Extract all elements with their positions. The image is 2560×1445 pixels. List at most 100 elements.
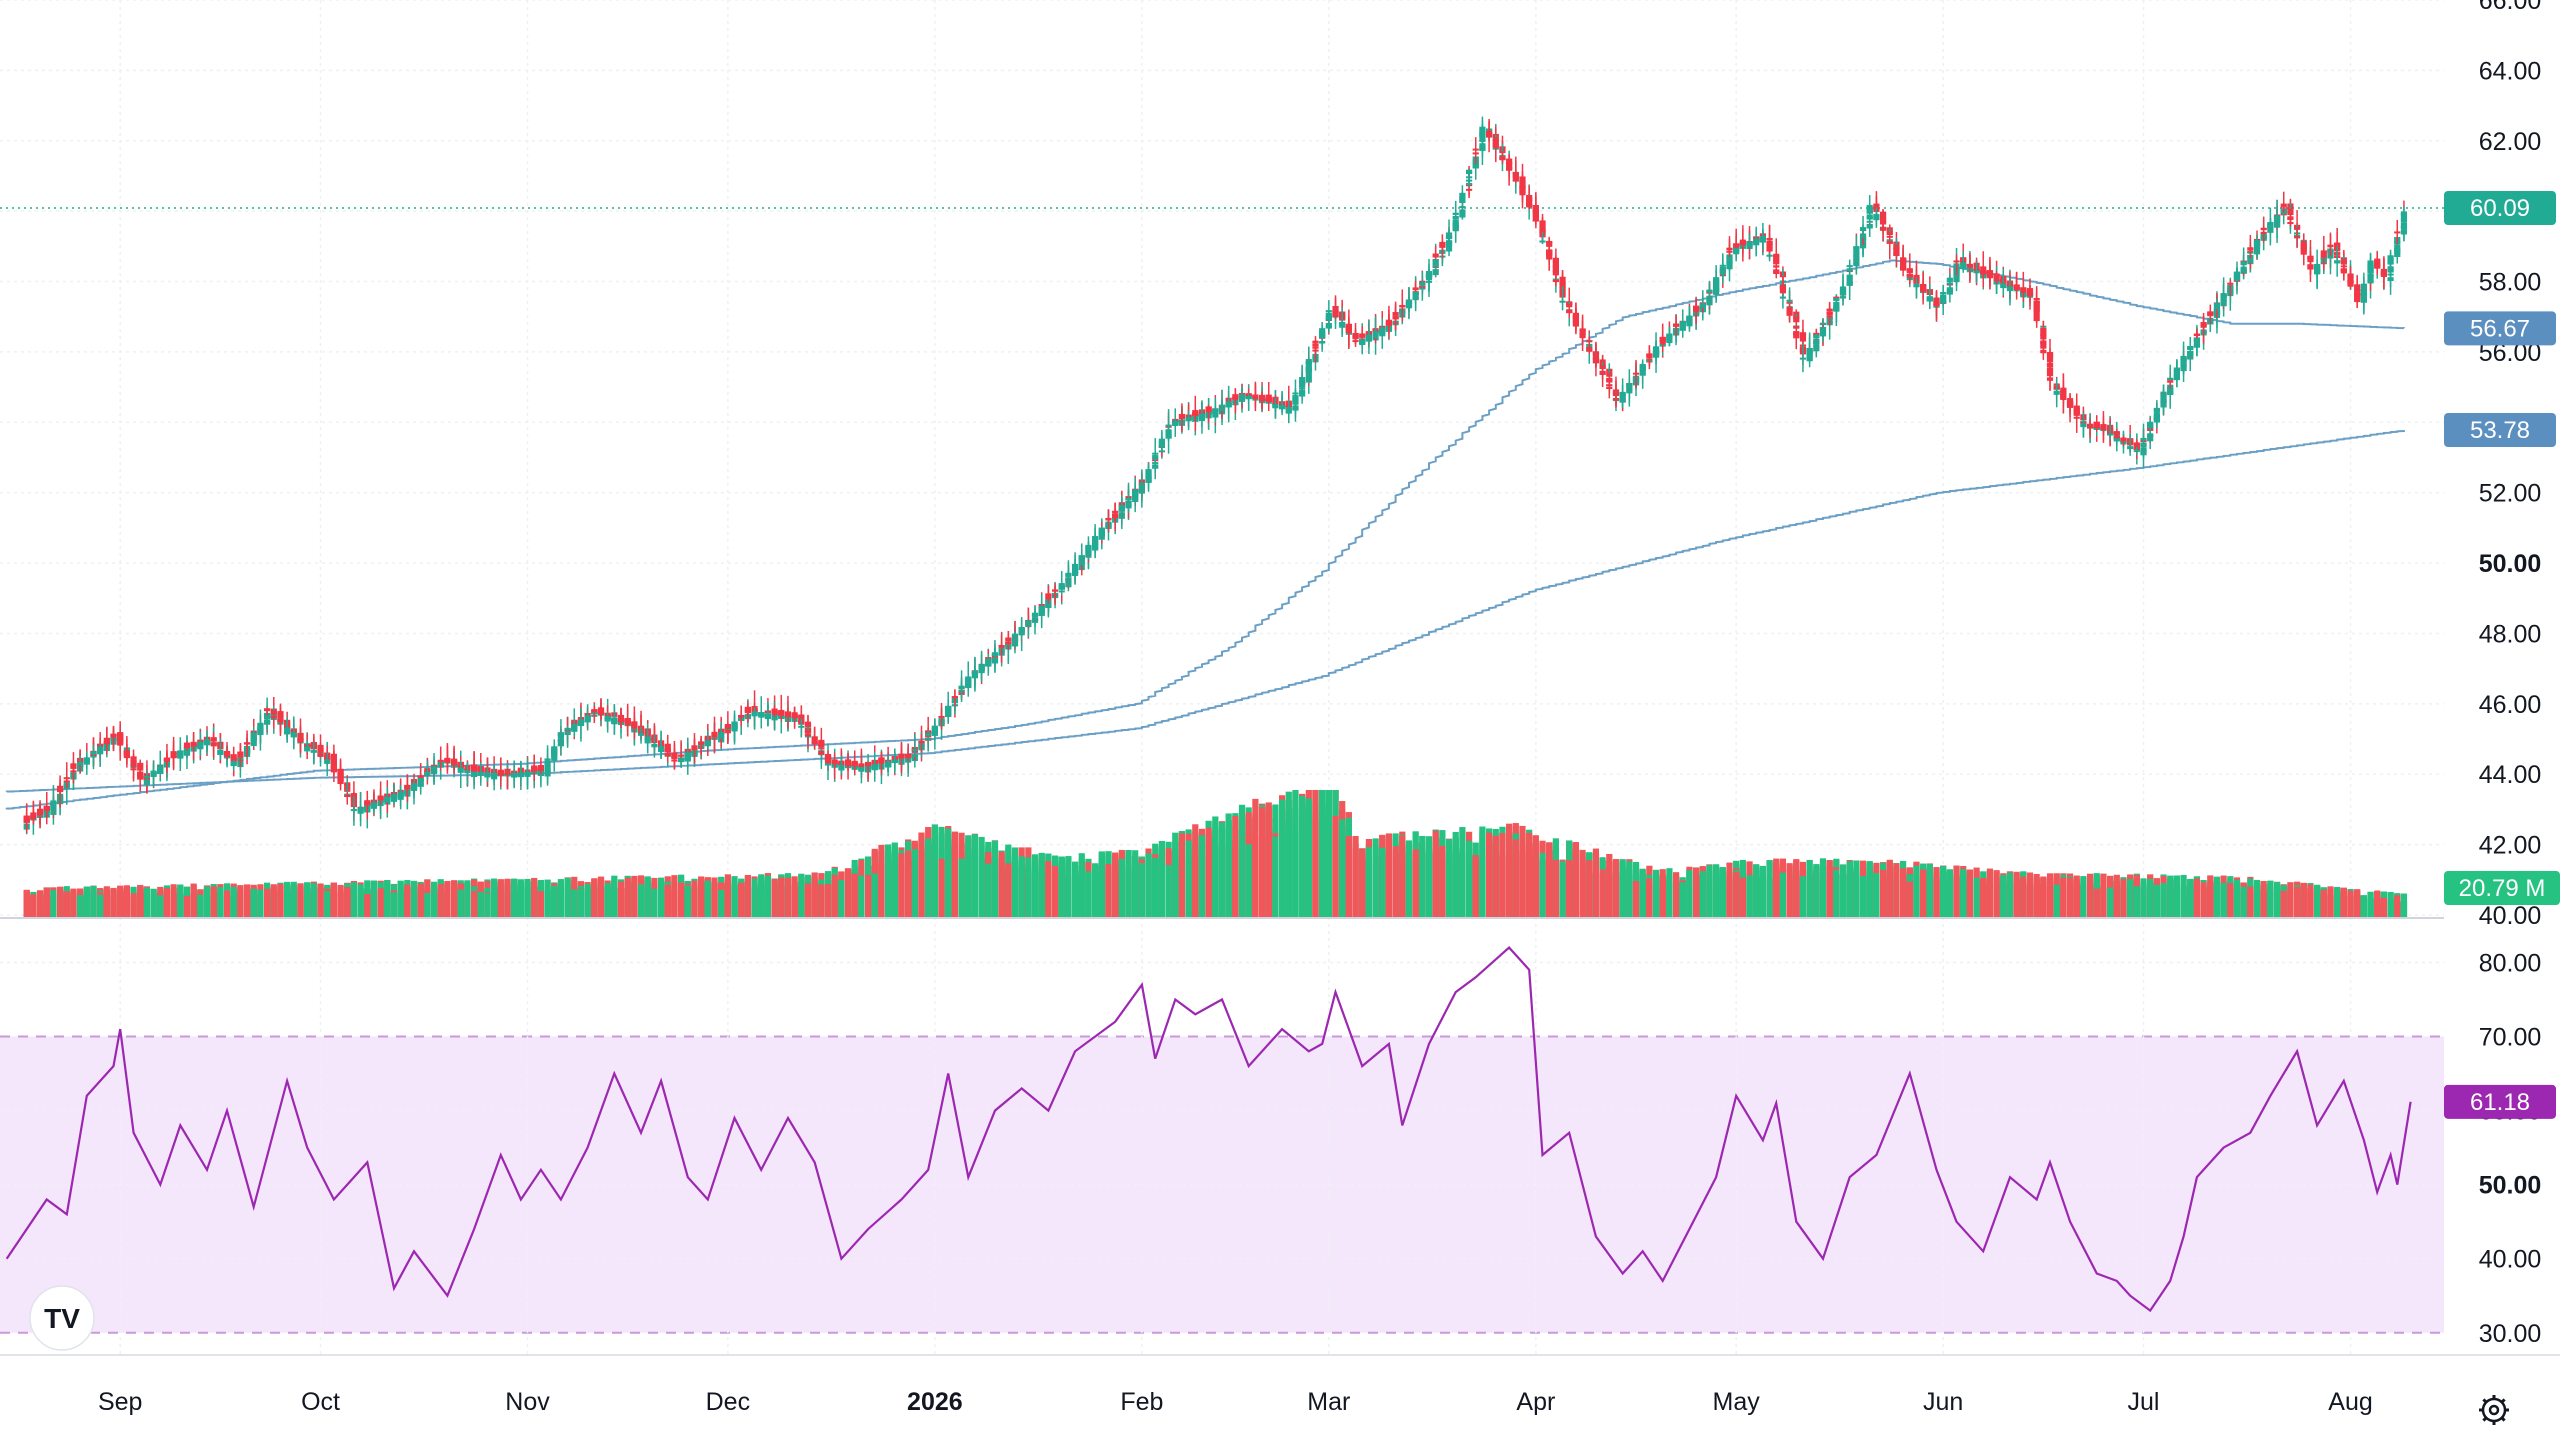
candle-body[interactable] (925, 733, 931, 736)
candle-body[interactable] (671, 760, 677, 762)
candle-body[interactable] (184, 743, 190, 748)
candle-body[interactable] (585, 716, 591, 722)
candle-body[interactable] (1099, 528, 1105, 533)
candle-body[interactable] (1219, 405, 1225, 407)
candle-body[interactable] (317, 755, 323, 757)
candle-body[interactable] (558, 732, 564, 738)
candle-body[interactable] (765, 714, 771, 718)
candle-body[interactable] (945, 706, 951, 713)
candle-body[interactable] (284, 730, 290, 735)
candle-body[interactable] (438, 760, 444, 762)
candle-body[interactable] (678, 755, 684, 757)
candle-body[interactable] (1339, 324, 1345, 327)
candle-body[interactable] (531, 765, 537, 771)
candle-body[interactable] (1292, 392, 1298, 394)
candle-body[interactable] (571, 724, 577, 726)
candle-body[interactable] (825, 756, 831, 763)
candle-body[interactable] (1085, 545, 1091, 552)
candle-body[interactable] (1312, 341, 1318, 344)
candle-body[interactable] (1125, 498, 1131, 500)
candle-body[interactable] (391, 794, 397, 798)
candle-body[interactable] (211, 744, 217, 746)
candle-body[interactable] (1132, 490, 1138, 497)
candle-body[interactable] (999, 645, 1005, 647)
candle-body[interactable] (1072, 564, 1078, 566)
candle-body[interactable] (1286, 408, 1292, 414)
candle-body[interactable] (418, 778, 424, 781)
candle-body[interactable] (77, 762, 83, 764)
candle-body[interactable] (130, 768, 136, 770)
candle-body[interactable] (1065, 573, 1071, 575)
candle-body[interactable] (484, 773, 490, 778)
candle-body[interactable] (878, 758, 884, 763)
candle-body[interactable] (638, 733, 644, 736)
candle-body[interactable] (665, 754, 671, 756)
candle-body[interactable] (992, 652, 998, 654)
candle-body[interactable] (1145, 469, 1151, 477)
candle-body[interactable] (84, 757, 90, 759)
candle-body[interactable] (37, 813, 43, 815)
candle-body[interactable] (952, 696, 958, 698)
candle-body[interactable] (1259, 399, 1265, 401)
candle-body[interactable] (217, 751, 223, 755)
candle-body[interactable] (591, 710, 597, 712)
candle-body[interactable] (1346, 327, 1352, 333)
candle-body[interactable] (651, 744, 657, 747)
candle-body[interactable] (498, 774, 504, 776)
candle-body[interactable] (1399, 305, 1405, 307)
candle-body[interactable] (1052, 589, 1058, 591)
candle-body[interactable] (1199, 414, 1205, 420)
candle-body[interactable] (751, 712, 757, 716)
candle-body[interactable] (611, 720, 617, 725)
candle-body[interactable] (564, 728, 570, 730)
candle-body[interactable] (1045, 593, 1051, 598)
candle-body[interactable] (424, 772, 430, 776)
candle-body[interactable] (972, 671, 978, 677)
candle-body[interactable] (1352, 335, 1358, 339)
candle-body[interactable] (772, 712, 778, 715)
candle-body[interactable] (144, 776, 150, 778)
candle-body[interactable] (191, 744, 197, 746)
candle-body[interactable] (378, 796, 384, 800)
candle-body[interactable] (431, 766, 437, 770)
candle-body[interactable] (404, 785, 410, 789)
candle-body[interactable] (224, 751, 230, 757)
candle-body[interactable] (157, 764, 163, 766)
candle-body[interactable] (418, 775, 424, 777)
candle-body[interactable] (1159, 439, 1165, 443)
candle-body[interactable] (845, 763, 851, 766)
candle-body[interactable] (451, 760, 457, 765)
candle-body[interactable] (504, 773, 510, 775)
candle-body[interactable] (357, 807, 363, 813)
candle-body[interactable] (471, 766, 477, 772)
candle-body[interactable] (1112, 511, 1118, 514)
candle-body[interactable] (858, 763, 864, 767)
candle-body[interactable] (1032, 613, 1038, 615)
candle-body[interactable] (698, 741, 704, 744)
candle-body[interactable] (197, 742, 203, 748)
candle-body[interactable] (518, 773, 524, 775)
candle-body[interactable] (685, 752, 691, 759)
candle-body[interactable] (264, 708, 270, 711)
candle-body[interactable] (1326, 310, 1332, 312)
candle-body[interactable] (792, 715, 798, 718)
candle-body[interactable] (1266, 397, 1272, 402)
candle-body[interactable] (110, 734, 116, 736)
candle-body[interactable] (351, 809, 357, 811)
candle-body[interactable] (1079, 555, 1085, 561)
candle-body[interactable] (865, 763, 871, 766)
candle-body[interactable] (1005, 637, 1011, 641)
candle-body[interactable] (1372, 331, 1378, 334)
candle-body[interactable] (1139, 483, 1145, 485)
candle-body[interactable] (364, 800, 370, 805)
candle-body[interactable] (177, 750, 183, 752)
candle-body[interactable] (398, 792, 404, 796)
candle-body[interactable] (885, 761, 891, 767)
candle-body[interactable] (711, 732, 717, 737)
candle-body[interactable] (171, 752, 177, 754)
candle-body[interactable] (1119, 505, 1125, 512)
candle-body[interactable] (1306, 359, 1312, 364)
candle-body[interactable] (979, 664, 985, 670)
candle-body[interactable] (892, 760, 898, 762)
